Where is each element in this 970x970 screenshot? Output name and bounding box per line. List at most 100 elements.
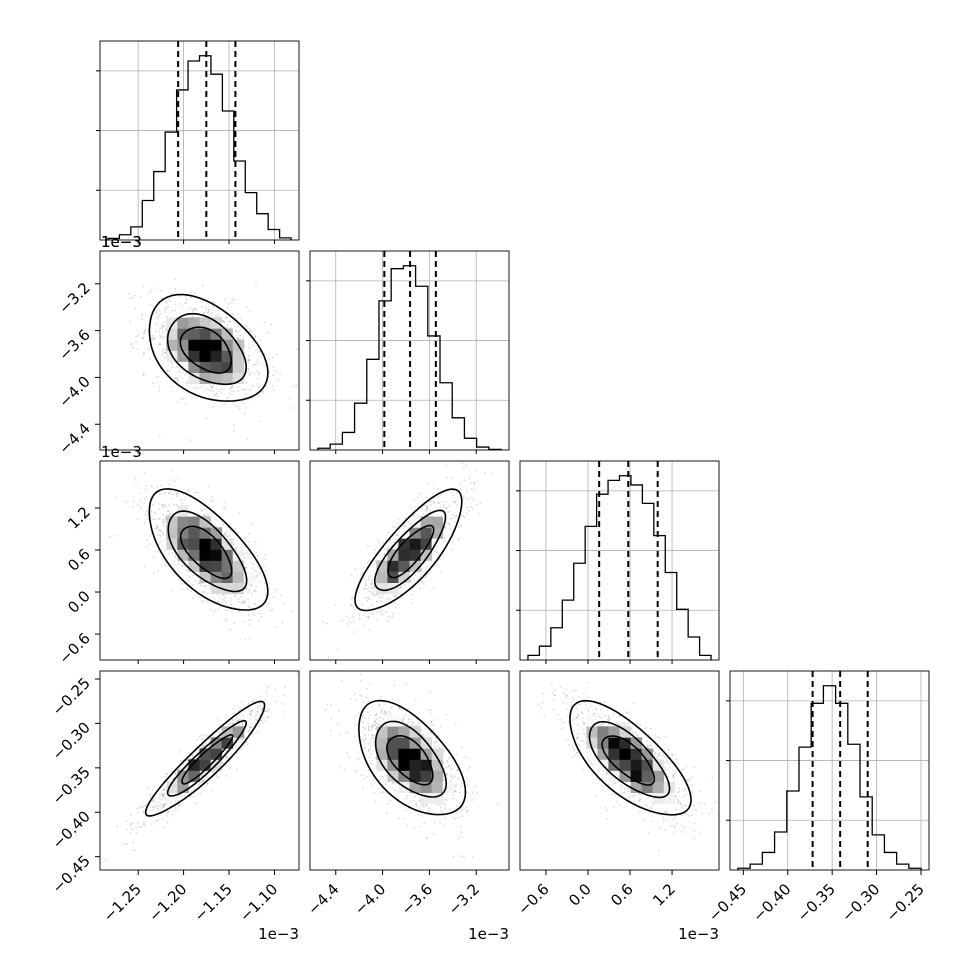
scatter-point <box>233 622 236 625</box>
scatter-point <box>366 562 369 564</box>
scatter-point <box>164 491 167 494</box>
scatter-point <box>224 532 227 535</box>
scatter-point <box>245 587 248 590</box>
scatter-point <box>408 718 411 721</box>
scatter-point <box>204 734 206 737</box>
scatter-point <box>165 773 168 776</box>
scatter-point <box>218 732 221 734</box>
scatter-point <box>348 756 351 758</box>
scatter-point <box>135 335 138 338</box>
scatter-point <box>429 500 432 502</box>
scatter-point <box>230 604 233 606</box>
scatter-point <box>353 723 356 726</box>
scatter-point <box>405 722 408 725</box>
scatter-point <box>466 777 469 780</box>
scatter-point <box>372 779 375 781</box>
scatter-point <box>422 804 425 806</box>
scatter-point <box>165 563 168 566</box>
scatter-point <box>268 371 271 373</box>
scatter-point <box>459 809 462 812</box>
scatter-point <box>430 721 432 723</box>
scatter-point <box>362 625 365 627</box>
scatter-point <box>263 566 265 569</box>
scatter-point <box>432 586 435 589</box>
scatter-point <box>145 510 148 512</box>
scatter-point <box>397 544 399 547</box>
scatter-point <box>229 628 231 631</box>
scatter-point <box>442 762 445 764</box>
scatter-point <box>429 712 432 715</box>
scatter-point <box>144 565 147 568</box>
scatter-point <box>162 803 165 806</box>
scatter-point <box>221 762 224 765</box>
scatter-point <box>241 388 244 391</box>
scatter-point <box>434 564 437 567</box>
density-cell <box>199 571 211 583</box>
scatter-point <box>379 723 382 726</box>
scatter-point <box>260 615 263 618</box>
density-cell <box>420 527 432 539</box>
scatter-point <box>204 514 207 517</box>
scatter-point <box>375 722 378 725</box>
scatter-point <box>199 584 202 587</box>
scatter-point <box>161 793 164 796</box>
scatter-point <box>162 514 165 516</box>
scatter-point <box>220 388 223 390</box>
scatter-point <box>140 806 143 809</box>
scatter-point <box>367 700 370 702</box>
scatter-point <box>250 619 252 621</box>
scatter-point <box>135 481 137 483</box>
scatter-point <box>424 804 427 807</box>
contour-level-2 <box>179 525 233 580</box>
scatter-point <box>271 385 274 388</box>
density-cell <box>398 748 410 760</box>
density-panel-frame <box>99 670 300 871</box>
scatter-point <box>450 764 453 767</box>
scatter-point <box>446 759 449 762</box>
scatter-point <box>473 489 476 491</box>
scatter-point <box>211 385 214 388</box>
scatter-point <box>235 334 238 337</box>
scatter-point <box>156 375 159 378</box>
scatter-point <box>108 535 111 538</box>
scatter-point <box>163 321 166 324</box>
scatter-point <box>152 806 155 809</box>
hist-panel-frame <box>99 40 300 241</box>
scatter-point <box>163 348 166 350</box>
scatter-point <box>383 703 386 705</box>
scatter-point <box>212 301 215 304</box>
scatter-point <box>392 526 394 528</box>
scatter-point <box>262 722 265 724</box>
scatter-point <box>174 303 177 306</box>
scatter-point <box>211 391 214 393</box>
scatter-point <box>368 726 370 729</box>
scatter-point <box>199 301 201 303</box>
scatter-point <box>279 373 281 375</box>
scatter-point <box>257 711 259 714</box>
scatter-point <box>369 582 372 585</box>
scatter-point <box>161 817 164 820</box>
scatter-point <box>444 526 446 529</box>
scatter-point <box>543 714 546 717</box>
scatter-point <box>152 555 155 558</box>
scatter-point <box>238 610 241 613</box>
scatter-point <box>175 556 177 559</box>
scatter-point <box>378 596 381 599</box>
scatter-point <box>362 787 364 790</box>
scatter-point <box>247 729 250 732</box>
scatter-point <box>472 507 474 510</box>
scatter-point <box>194 491 197 494</box>
density-cell <box>188 339 200 351</box>
scatter-point <box>432 554 435 556</box>
scatter-point <box>441 810 443 812</box>
scatter-point <box>450 774 453 777</box>
scatter-point <box>378 543 381 545</box>
contour-level-1 <box>166 312 248 386</box>
scatter-point <box>211 312 214 314</box>
scatter-point <box>262 391 265 394</box>
scatter-point <box>203 312 205 315</box>
scatter-point <box>244 599 247 601</box>
scatter-point <box>245 587 248 590</box>
scatter-point <box>455 784 457 787</box>
scatter-point <box>124 843 127 845</box>
